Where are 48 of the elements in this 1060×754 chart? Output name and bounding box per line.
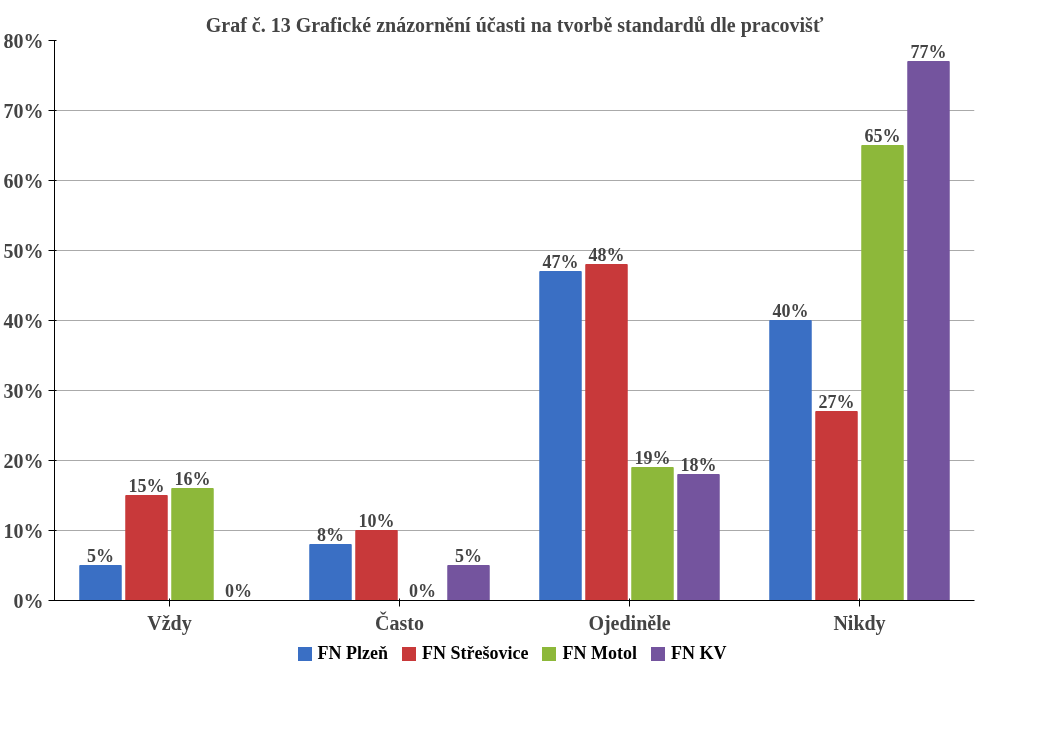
y-tick-label: 50% <box>3 239 44 262</box>
bar <box>125 495 168 601</box>
y-tick-label: 70% <box>3 99 44 122</box>
bar <box>631 467 674 601</box>
bar <box>171 488 214 601</box>
y-tick-label: 80% <box>3 29 44 52</box>
chart-title: Graf č. 13 Grafické znázornění účasti na tvorbě standardů dle pracovišť <box>205 13 824 37</box>
bar <box>447 565 490 601</box>
data-label: 18% <box>680 454 717 475</box>
bar <box>79 565 122 601</box>
y-tick-label: 60% <box>3 169 44 192</box>
bar <box>677 474 720 601</box>
bar <box>815 411 858 601</box>
data-label: 10% <box>358 510 395 531</box>
bar <box>309 544 352 601</box>
legend-label: FN KV <box>670 643 727 663</box>
data-label: 16% <box>174 468 211 489</box>
y-tick-label: 30% <box>3 379 44 402</box>
bar <box>907 61 950 601</box>
x-tick-label: Ojediněle <box>588 611 671 635</box>
bar <box>769 320 812 601</box>
y-tick-label: 0% <box>13 589 44 612</box>
data-label: 48% <box>588 244 625 265</box>
bar <box>355 530 398 601</box>
data-label: 65% <box>864 125 901 146</box>
data-label: 0% <box>225 580 252 601</box>
data-label: 47% <box>542 251 579 272</box>
legend-label: FN Střešovice <box>422 643 529 663</box>
data-label: 5% <box>455 545 482 566</box>
data-label: 5% <box>87 545 114 566</box>
bar <box>861 145 904 601</box>
data-label: 19% <box>634 447 671 468</box>
data-label: 15% <box>128 475 165 496</box>
data-label: 0% <box>409 580 436 601</box>
x-tick-label: Vždy <box>147 611 192 635</box>
bar <box>539 271 582 601</box>
y-tick-label: 40% <box>3 309 44 332</box>
bar <box>585 264 628 601</box>
legend-label: FN Plzeň <box>317 643 389 663</box>
data-label: 40% <box>772 300 809 321</box>
data-label: 77% <box>910 41 947 62</box>
x-tick-label: Často <box>375 610 424 634</box>
x-tick-label: Nikdy <box>833 611 886 635</box>
data-label: 8% <box>317 524 344 545</box>
y-tick-label: 10% <box>3 519 44 542</box>
legend-label: FN Motol <box>562 643 637 663</box>
data-label: 27% <box>818 391 855 412</box>
y-tick-label: 20% <box>3 449 44 472</box>
